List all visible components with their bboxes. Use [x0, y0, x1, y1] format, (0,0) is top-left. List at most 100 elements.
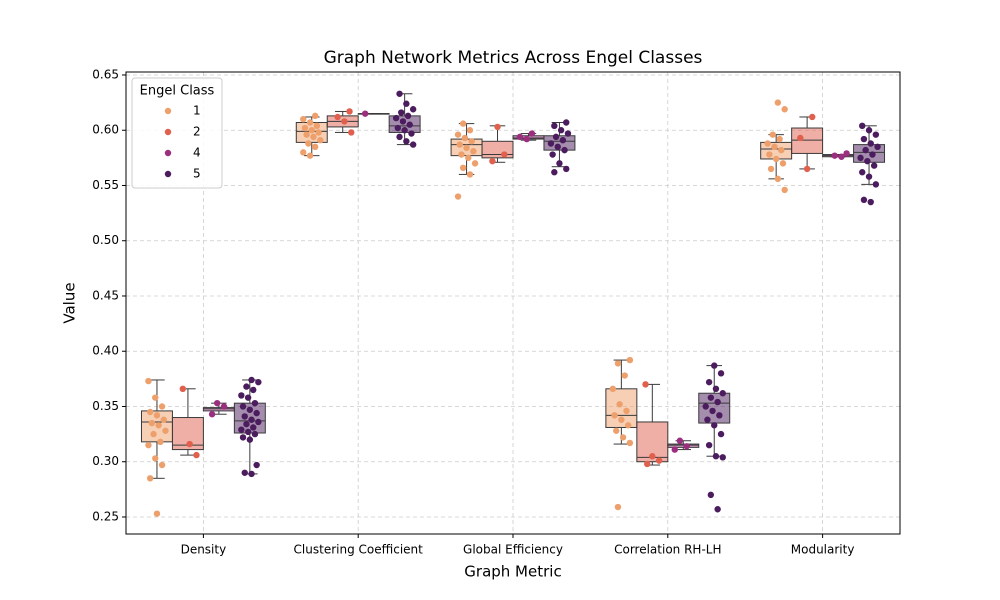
data-point [301, 124, 309, 132]
y-tick-label: 0.35 [92, 399, 119, 413]
box-group [667, 440, 700, 451]
data-point [251, 399, 259, 407]
data-point [308, 127, 315, 134]
data-point [776, 135, 783, 143]
data-point [253, 461, 260, 469]
data-point [702, 403, 709, 410]
data-point [838, 153, 845, 160]
data-point [561, 146, 568, 154]
data-point [611, 412, 618, 419]
legend-marker [164, 128, 172, 136]
data-point [563, 119, 570, 126]
data-point [394, 124, 402, 132]
data-point [311, 112, 319, 120]
data-point [714, 398, 721, 406]
data-point [255, 418, 262, 426]
data-point [315, 129, 322, 136]
data-point [614, 503, 622, 511]
data-point [153, 412, 161, 419]
y-axis-label: Value [61, 282, 79, 323]
data-point [300, 115, 307, 123]
data-point [145, 377, 152, 385]
data-point [158, 403, 166, 410]
data-point [623, 407, 630, 415]
data-point [317, 136, 324, 144]
data-point [466, 171, 474, 178]
data-point [624, 422, 632, 429]
data-point [711, 422, 718, 429]
legend-title: Engel Class [140, 84, 215, 99]
legend-marker [164, 107, 172, 115]
data-point [179, 385, 187, 393]
data-point [311, 143, 319, 151]
data-point [621, 372, 628, 379]
data-point [860, 135, 868, 143]
data-point [867, 198, 874, 206]
x-tick-label: Correlation RH-LH [614, 543, 721, 557]
data-point [719, 454, 726, 461]
data-point [619, 434, 627, 441]
data-point [704, 416, 711, 423]
data-point [396, 133, 403, 141]
data-point [466, 127, 474, 134]
data-point [781, 186, 788, 194]
data-point [399, 118, 407, 125]
data-point [248, 376, 255, 384]
data-point [150, 430, 157, 438]
data-point [564, 130, 572, 137]
y-tick-label: 0.40 [92, 344, 119, 358]
data-point [655, 457, 663, 464]
x-axis-label: Graph Metric [464, 563, 561, 581]
y-tick-label: 0.65 [92, 67, 119, 81]
legend-label: 4 [193, 146, 201, 160]
data-point [712, 453, 720, 460]
data-point [220, 403, 228, 410]
x-tick-label: Density [181, 543, 227, 557]
data-point [767, 165, 775, 173]
data-point [158, 461, 166, 469]
data-point [867, 140, 874, 147]
data-point [719, 390, 726, 397]
data-point [797, 134, 804, 142]
data-point [547, 140, 555, 147]
data-point [642, 381, 649, 388]
box [667, 443, 700, 448]
data-point [501, 151, 508, 158]
data-point [712, 385, 720, 393]
data-point [244, 394, 252, 401]
data-point [772, 155, 780, 163]
data-point [248, 416, 255, 423]
box-group [791, 116, 824, 170]
data-point [769, 131, 776, 138]
data-point [860, 196, 868, 204]
data-point [396, 90, 403, 97]
data-point [563, 165, 570, 173]
data-point [253, 409, 260, 417]
data-point [241, 413, 248, 420]
data-point [843, 150, 850, 157]
data-point [361, 110, 369, 117]
data-point [862, 146, 869, 154]
data-point [401, 127, 408, 134]
data-point [153, 510, 161, 517]
data-point [707, 491, 715, 499]
data-point [398, 109, 405, 116]
data-point [778, 146, 785, 154]
data-point [859, 122, 866, 130]
data-point [305, 140, 312, 147]
data-point [403, 138, 410, 145]
data-point [409, 141, 417, 148]
data-point [551, 122, 558, 130]
data-point [239, 434, 247, 441]
data-point [716, 412, 723, 419]
data-point [461, 134, 469, 142]
legend-label: 1 [193, 104, 201, 118]
data-point [346, 108, 353, 115]
data-point [246, 436, 254, 443]
data-point [616, 401, 623, 408]
data-point [303, 131, 310, 138]
data-point [613, 427, 620, 434]
data-point [614, 360, 622, 367]
data-point [392, 114, 400, 122]
